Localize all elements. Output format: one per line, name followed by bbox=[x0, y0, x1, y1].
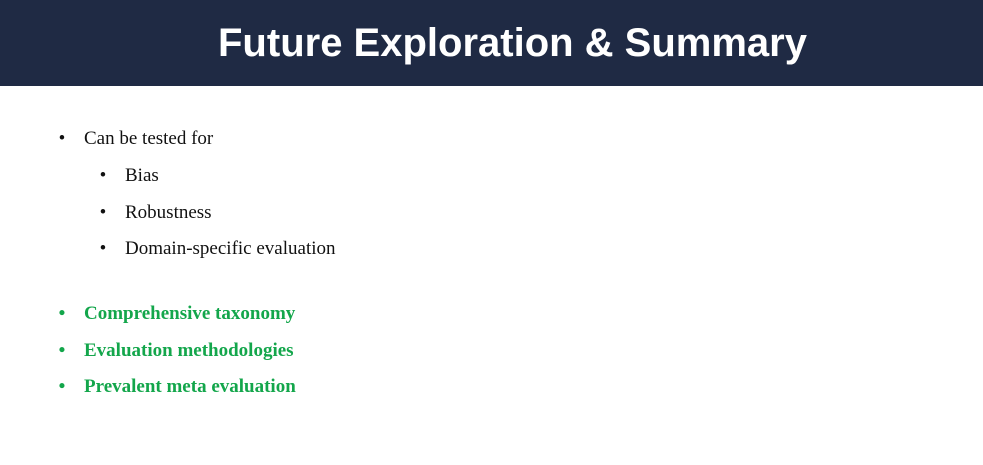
bullet-text: Evaluation methodologies bbox=[84, 340, 294, 361]
bullet-text: Bias bbox=[125, 165, 159, 186]
bullet-icon: • bbox=[99, 202, 107, 223]
bullet-icon: • bbox=[58, 303, 66, 324]
title-bar: Future Exploration & Summary bbox=[0, 0, 983, 86]
bullet-icon: • bbox=[99, 238, 107, 259]
bullet-text: Domain-specific evaluation bbox=[125, 238, 336, 259]
bullet-icon: • bbox=[58, 128, 66, 149]
bullet-icon: • bbox=[99, 165, 107, 186]
slide-title: Future Exploration & Summary bbox=[218, 21, 807, 65]
bullet-text: Comprehensive taxonomy bbox=[84, 303, 296, 324]
bullet-icon: • bbox=[58, 376, 66, 397]
bullet-text: Can be tested for bbox=[84, 128, 214, 149]
bullet-text: Prevalent meta evaluation bbox=[84, 376, 296, 397]
bullet-text: Robustness bbox=[125, 202, 212, 223]
bullet-icon: • bbox=[58, 340, 66, 361]
